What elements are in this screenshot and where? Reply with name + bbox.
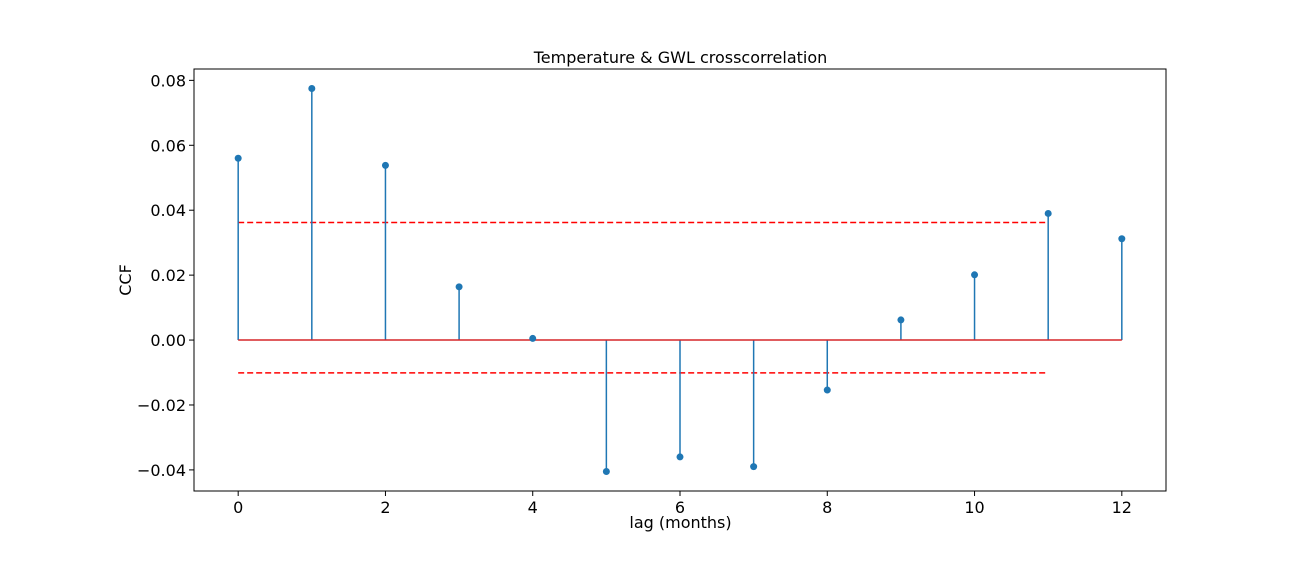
data-point	[971, 271, 979, 279]
data-point	[455, 283, 463, 291]
y-tick-label: 0.06	[150, 136, 186, 155]
data-point	[750, 463, 758, 471]
data-point	[529, 334, 537, 342]
x-axis: 0 2 4 6 8 10 12	[233, 491, 1132, 517]
x-tick-label: 8	[822, 498, 832, 517]
data-point	[234, 154, 242, 162]
data-point	[823, 386, 831, 394]
data-point	[897, 316, 905, 324]
data-point	[308, 84, 316, 92]
y-tick-label: −0.02	[137, 396, 186, 415]
data-point	[602, 468, 610, 476]
x-tick-label: 2	[380, 498, 390, 517]
plot-area	[234, 84, 1126, 476]
y-tick-label: 0.00	[150, 331, 186, 350]
x-tick-label: 6	[675, 498, 685, 517]
x-tick-label: 4	[528, 498, 538, 517]
y-axis: 0.08 0.06 0.04 0.02 0.00 −0.02 −0.04	[137, 71, 194, 480]
x-tick-label: 0	[233, 498, 243, 517]
y-tick-label: 0.02	[150, 266, 186, 285]
data-point	[381, 161, 389, 169]
x-tick-label: 12	[1112, 498, 1132, 517]
data-point	[676, 453, 684, 461]
chart-title: Temperature & GWL crosscorrelation	[533, 48, 828, 67]
data-point	[1044, 209, 1052, 217]
data-point	[1118, 235, 1126, 243]
x-tick-label: 10	[964, 498, 984, 517]
y-axis-label: CCF	[116, 264, 135, 296]
y-tick-label: −0.04	[137, 461, 186, 480]
x-axis-label: lag (months)	[629, 513, 731, 532]
y-tick-label: 0.04	[150, 201, 186, 220]
y-tick-label: 0.08	[150, 71, 186, 90]
